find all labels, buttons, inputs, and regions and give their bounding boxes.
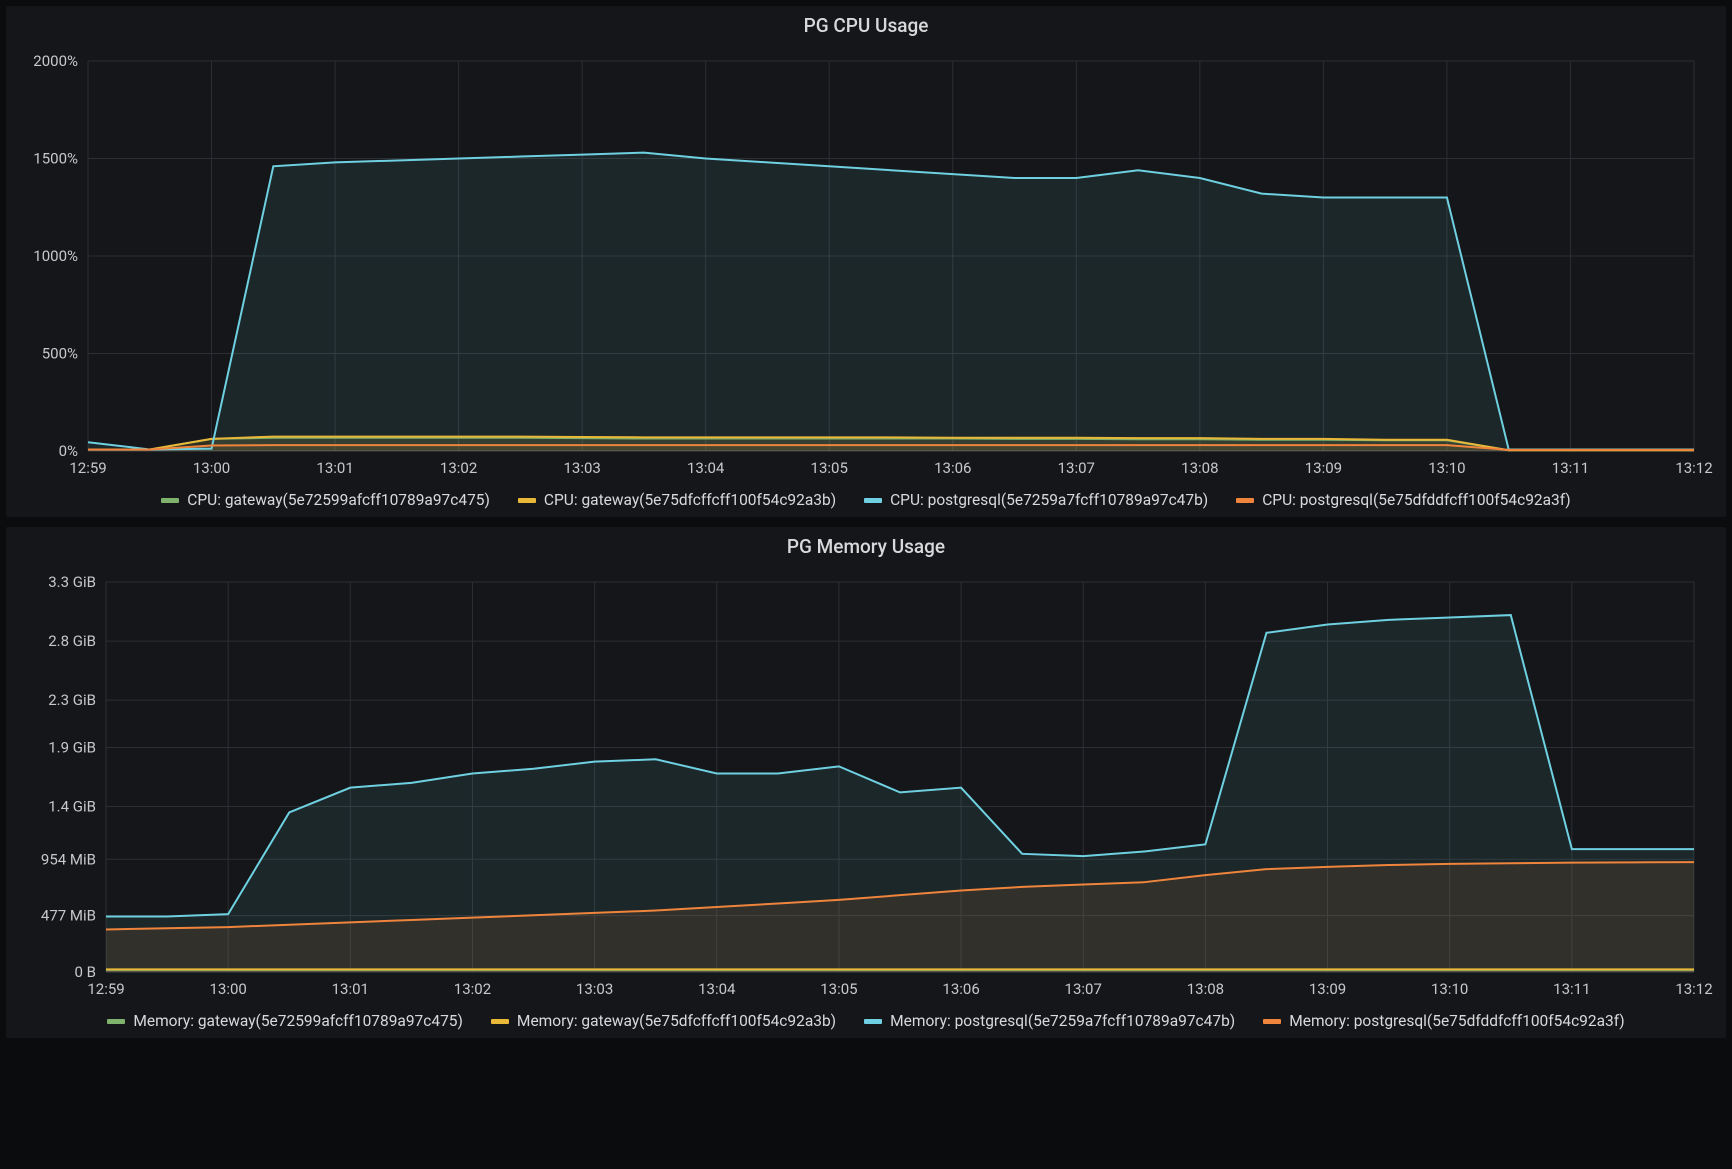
y-tick-label: 2.8 GiB <box>48 632 96 650</box>
y-tick-label: 1500% <box>33 150 78 168</box>
x-tick-label: 13:03 <box>563 459 600 477</box>
legend-swatch <box>1236 498 1254 503</box>
legend-swatch <box>107 1019 125 1024</box>
panel-title: PG CPU Usage <box>14 14 1718 37</box>
legend-swatch <box>864 498 882 503</box>
legend-label: Memory: gateway(5e72599afcff10789a97c475… <box>133 1012 463 1030</box>
y-tick-label: 2.3 GiB <box>48 691 96 709</box>
x-tick-label: 13:05 <box>811 459 848 477</box>
legend-label: CPU: gateway(5e75dfcffcff100f54c92a3b) <box>544 491 836 509</box>
legend-item[interactable]: Memory: postgresql(5e75dfddfcff100f54c92… <box>1263 1012 1624 1030</box>
panel-mem: PG Memory Usage 0 B 477 MiB 954 MiB 1.4 GiB 1… <box>6 527 1726 1038</box>
legend-item[interactable]: CPU: postgresql(5e75dfddfcff100f54c92a3f… <box>1236 491 1571 509</box>
legend-swatch <box>864 1019 882 1024</box>
x-tick-label: 13:05 <box>820 980 857 998</box>
legend-item[interactable]: Memory: postgresql(5e7259a7fcff10789a97c… <box>864 1012 1235 1030</box>
y-tick-label: 1000% <box>33 247 78 265</box>
legend-label: Memory: gateway(5e75dfcffcff100f54c92a3b… <box>517 1012 836 1030</box>
x-tick-label: 13:10 <box>1428 459 1465 477</box>
legend: CPU: gateway(5e72599afcff10789a97c475) CP… <box>14 483 1718 511</box>
x-tick-label: 13:12 <box>1675 980 1712 998</box>
x-tick-label: 13:10 <box>1431 980 1468 998</box>
x-tick-label: 13:12 <box>1675 459 1712 477</box>
y-tick-label: 477 MiB <box>41 907 96 925</box>
legend-swatch <box>161 498 179 503</box>
legend-item[interactable]: CPU: postgresql(5e7259a7fcff10789a97c47b… <box>864 491 1208 509</box>
legend-label: CPU: gateway(5e72599afcff10789a97c475) <box>187 491 490 509</box>
y-tick-label: 2000% <box>33 52 78 70</box>
chart-mem[interactable]: 0 B 477 MiB 954 MiB 1.4 GiB 1.9 GiB 2.3 GiB 2.… <box>14 564 1714 1004</box>
x-tick-label: 13:02 <box>454 980 491 998</box>
x-tick-label: 13:07 <box>1058 459 1095 477</box>
x-tick-label: 13:02 <box>440 459 477 477</box>
legend-item[interactable]: CPU: gateway(5e75dfcffcff100f54c92a3b) <box>518 491 836 509</box>
x-tick-label: 13:03 <box>576 980 613 998</box>
x-tick-label: 13:06 <box>942 980 979 998</box>
legend-item[interactable]: Memory: gateway(5e72599afcff10789a97c475… <box>107 1012 463 1030</box>
x-tick-label: 13:07 <box>1065 980 1102 998</box>
y-tick-label: 500% <box>42 345 78 363</box>
legend-swatch <box>1263 1019 1281 1024</box>
legend-item[interactable]: Memory: gateway(5e75dfcffcff100f54c92a3b… <box>491 1012 836 1030</box>
x-tick-label: 13:00 <box>209 980 246 998</box>
x-tick-label: 13:00 <box>193 459 230 477</box>
x-tick-label: 13:08 <box>1187 980 1224 998</box>
y-tick-label: 954 MiB <box>41 850 96 868</box>
x-tick-label: 13:04 <box>687 459 725 477</box>
x-tick-label: 13:08 <box>1181 459 1218 477</box>
y-tick-label: 0 B <box>75 963 97 981</box>
legend-label: Memory: postgresql(5e7259a7fcff10789a97c… <box>890 1012 1235 1030</box>
x-tick-label: 13:09 <box>1305 459 1342 477</box>
legend-swatch <box>518 498 536 503</box>
legend-label: CPU: postgresql(5e7259a7fcff10789a97c47b… <box>890 491 1208 509</box>
panel-cpu: PG CPU Usage 0% 500% 1000% 1500% 2000% 12:59 13… <box>6 6 1726 517</box>
x-tick-label: 13:11 <box>1552 459 1589 477</box>
x-tick-label: 12:59 <box>87 980 124 998</box>
legend-item[interactable]: CPU: gateway(5e72599afcff10789a97c475) <box>161 491 490 509</box>
chart-cpu[interactable]: 0% 500% 1000% 1500% 2000% 12:59 13:00 13:01 13:0… <box>14 43 1714 483</box>
legend-label: CPU: postgresql(5e75dfddfcff100f54c92a3f… <box>1262 491 1571 509</box>
y-tick-label: 0% <box>59 442 78 460</box>
x-tick-label: 13:04 <box>698 980 736 998</box>
y-tick-label: 1.9 GiB <box>48 738 96 756</box>
legend-swatch <box>491 1019 509 1024</box>
panel-title: PG Memory Usage <box>14 535 1718 558</box>
x-tick-label: 13:09 <box>1309 980 1346 998</box>
series-area-c <box>88 153 1694 451</box>
x-tick-label: 13:06 <box>934 459 971 477</box>
y-tick-label: 1.4 GiB <box>48 798 96 816</box>
x-tick-label: 13:01 <box>332 980 369 998</box>
x-tick-label: 13:01 <box>316 459 353 477</box>
legend: Memory: gateway(5e72599afcff10789a97c475… <box>14 1004 1718 1032</box>
x-tick-label: 13:11 <box>1553 980 1590 998</box>
y-tick-label: 3.3 GiB <box>48 573 96 591</box>
x-tick-label: 12:59 <box>69 459 106 477</box>
legend-label: Memory: postgresql(5e75dfddfcff100f54c92… <box>1289 1012 1624 1030</box>
